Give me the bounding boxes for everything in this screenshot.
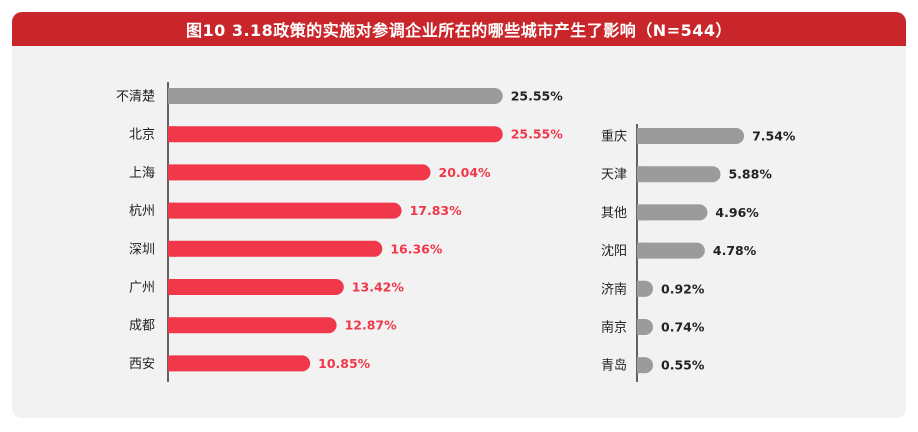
chart-2-category-label: 天津	[601, 168, 627, 183]
chart-1-category-label: 杭州	[129, 204, 155, 219]
chart-1-bar	[168, 240, 383, 257]
chart-1-value-label: 25.55%	[511, 89, 564, 104]
chart-1-value-label: 17.83%	[410, 203, 463, 218]
chart-1-bar-base	[168, 164, 176, 181]
chart-1-bar	[168, 355, 311, 372]
chart-2-bar	[637, 204, 708, 221]
chart-1-bar	[168, 317, 337, 334]
chart-2-category-label: 济南	[601, 281, 627, 297]
chart-1-bar-base	[168, 88, 176, 104]
chart-1-value-label: 25.55%	[511, 127, 564, 142]
chart-2-category-label: 青岛	[601, 358, 627, 374]
chart-2-value-label: 4.96%	[715, 205, 759, 220]
chart-1-bar-base	[168, 279, 176, 295]
chart-2-bar-base	[637, 319, 645, 335]
chart-2-category-label: 沈阳	[601, 244, 627, 259]
chart-2-bar-base	[637, 242, 645, 259]
chart-title: 图10 3.18政策的实施对参调企业所在的哪些城市产生了影响（N=544）	[12, 12, 906, 46]
chart-1-bar	[168, 126, 503, 143]
chart-2-bar-base	[637, 357, 645, 374]
chart-1-bar	[168, 279, 344, 295]
chart-1-value-label: 20.04%	[439, 165, 492, 180]
chart-1-category-label: 西安	[129, 357, 155, 372]
chart-1-bar	[168, 164, 431, 181]
chart-2-value-label: 5.88%	[728, 167, 772, 182]
chart-2-value-label: 7.54%	[752, 129, 796, 144]
chart-1-bar-base	[168, 355, 176, 372]
chart-1-category-label: 深圳	[129, 242, 155, 257]
chart-2-category-label: 重庆	[601, 129, 627, 145]
chart-1-value-label: 16.36%	[390, 241, 443, 256]
chart-2-category-label: 其他	[601, 206, 627, 221]
chart-1-category-label: 不清楚	[116, 90, 155, 105]
chart-1-category-label: 成都	[129, 319, 155, 334]
chart-2-bar-base	[637, 166, 645, 183]
chart-1-category-label: 上海	[129, 166, 155, 181]
chart-2-value-label: 0.74%	[661, 320, 705, 335]
chart-1-bar	[168, 88, 503, 104]
chart-1-category-label: 广州	[129, 281, 155, 296]
chart-2-value-label: 0.55%	[661, 358, 705, 373]
chart-panel	[12, 46, 906, 418]
chart-1-bar-base	[168, 202, 176, 219]
chart-2-value-label: 4.78%	[713, 243, 757, 258]
chart-1-value-label: 10.85%	[318, 356, 371, 371]
chart-2-category-label: 南京	[601, 320, 627, 336]
chart-1-bar-base	[168, 126, 176, 143]
chart-1-bar-base	[168, 317, 176, 334]
chart-2-bar	[637, 242, 705, 259]
chart-1-category-label: 北京	[129, 128, 155, 143]
chart-2-bar-base	[637, 204, 645, 221]
chart-2-bar	[637, 128, 745, 144]
chart-1-bar	[168, 202, 402, 219]
chart-2-bar-base	[637, 280, 645, 297]
chart-2-bar	[637, 166, 721, 183]
chart-1-bar-base	[168, 240, 176, 257]
chart-2-value-label: 0.92%	[661, 281, 705, 296]
chart-1-value-label: 13.42%	[352, 280, 405, 295]
chart-2-bar-base	[637, 128, 645, 144]
chart-1-value-label: 12.87%	[345, 318, 398, 333]
